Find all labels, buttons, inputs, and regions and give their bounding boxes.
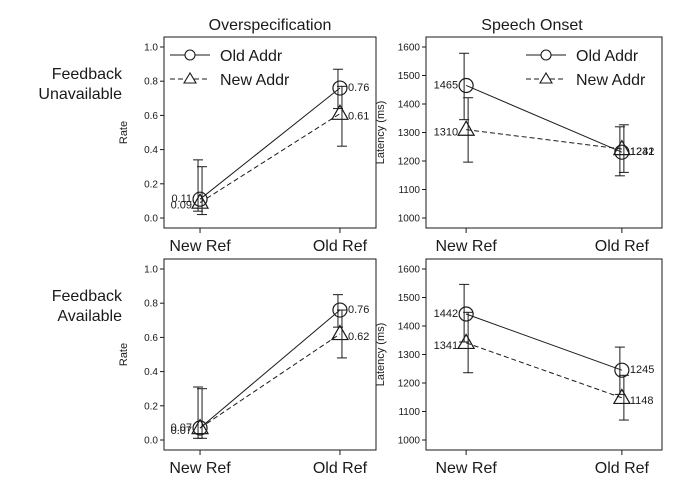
y-tick-label: 1000 <box>398 214 421 225</box>
y-tick-label: 1400 <box>398 322 421 333</box>
y-tick-label: 1600 <box>398 43 421 54</box>
y-axis-label: Latency (ms) <box>375 323 387 387</box>
data-label: 1310 <box>434 127 458 139</box>
column-title: Overspecification <box>209 17 332 34</box>
marker-circle <box>458 77 474 94</box>
y-tick-label: 0.0 <box>144 214 158 225</box>
marker-circle <box>332 80 348 96</box>
marker-triangle <box>330 104 349 120</box>
series-line <box>465 342 623 399</box>
data-label: 1231 <box>630 146 654 158</box>
series-line <box>199 113 341 204</box>
y-tick-label: 1500 <box>398 293 421 304</box>
marker-triangle <box>191 418 210 435</box>
marker-circle <box>458 306 474 322</box>
data-label: 0.61 <box>348 111 369 123</box>
marker-circle <box>614 362 630 378</box>
y-tick-label: 0.2 <box>144 401 158 412</box>
chart-panel: 1000 1100 1200 1300 1400 1500 1600 New Ref Old R… <box>375 36 663 255</box>
data-label: 0.07 <box>171 425 192 437</box>
chart-panel: 0.0 0.2 0.4 0.6 0.8 1.0 New Ref Old Ref Rate 0.11… <box>118 36 377 255</box>
data-label: 1245 <box>630 364 654 376</box>
row-label: Feedback <box>52 66 123 83</box>
data-label: 1242 <box>630 146 654 158</box>
y-tick-label: 1100 <box>398 407 420 418</box>
y-tick-label: 0.6 <box>144 111 158 122</box>
y-tick-label: 1000 <box>398 436 421 447</box>
x-tick-label: Old Ref <box>595 238 650 255</box>
legend-label: New Addr <box>220 72 290 89</box>
data-label: 1341 <box>434 340 458 352</box>
data-label: 0.07 <box>171 422 192 434</box>
y-axis-label: Latency (ms) <box>375 101 387 165</box>
legend-label: Old Addr <box>220 48 283 65</box>
series-line <box>199 309 341 429</box>
y-tick-label: 1100 <box>398 185 420 196</box>
y-tick-label: 0.8 <box>144 77 158 88</box>
column-title: Speech Onset <box>481 17 583 34</box>
row-label: Available <box>57 308 122 325</box>
y-tick-label: 0.2 <box>144 179 158 190</box>
y-tick-label: 1.0 <box>144 265 158 276</box>
series-line <box>466 129 622 150</box>
y-axis-label: Rate <box>118 343 130 366</box>
marker-triangle <box>612 388 631 405</box>
row-label: Feedback <box>52 288 123 305</box>
x-tick-label: Old Ref <box>313 460 368 477</box>
y-tick-label: 0.8 <box>144 299 158 310</box>
data-label: 0.09 <box>171 200 192 212</box>
row-label: Unavailable <box>38 86 122 103</box>
legend-marker-circle <box>184 49 196 61</box>
legend-label: Old Addr <box>576 48 639 65</box>
y-tick-label: 1200 <box>398 379 421 390</box>
y-tick-label: 1300 <box>398 350 421 361</box>
x-tick-label: New Ref <box>169 238 231 255</box>
x-tick-label: New Ref <box>435 238 497 255</box>
x-tick-label: New Ref <box>435 460 497 477</box>
chart-panel: 0.0 0.2 0.4 0.6 0.8 1.0 New Ref Old Ref Rate 0.07… <box>118 258 377 477</box>
data-label: 0.76 <box>348 304 369 316</box>
plot-frame <box>163 258 377 451</box>
plot-frame <box>425 258 663 451</box>
y-axis-label: Rate <box>118 121 130 144</box>
data-label: 0.11 <box>171 193 192 205</box>
y-tick-label: 1400 <box>398 100 421 111</box>
marker-triangle <box>457 333 476 350</box>
marker-triangle <box>457 120 476 136</box>
x-tick-label: New Ref <box>169 460 231 477</box>
marker-circle <box>192 420 208 436</box>
data-label: 0.62 <box>348 331 369 343</box>
y-tick-label: 0.0 <box>144 436 158 447</box>
y-tick-label: 0.6 <box>144 333 158 344</box>
y-tick-label: 1300 <box>398 128 421 139</box>
series-line <box>199 87 341 200</box>
data-label: 1465 <box>434 79 458 91</box>
data-label: 0.76 <box>348 82 369 94</box>
legend-label: New Addr <box>576 72 646 89</box>
legend-marker-triangle <box>539 71 553 84</box>
x-tick-label: Old Ref <box>313 238 368 255</box>
y-tick-label: 1200 <box>398 157 421 168</box>
series-line <box>465 85 623 153</box>
marker-triangle <box>612 139 631 156</box>
marker-triangle <box>191 193 210 209</box>
data-label: 1148 <box>630 395 654 407</box>
marker-circle <box>192 191 208 207</box>
plot-frame <box>163 36 377 229</box>
y-tick-label: 1600 <box>398 265 421 276</box>
series-line <box>465 313 623 371</box>
series-line <box>199 333 341 429</box>
y-tick-label: 0.4 <box>144 145 158 156</box>
data-label: 1442 <box>434 308 458 320</box>
legend-marker-circle <box>540 49 552 61</box>
legend-marker-triangle <box>183 71 197 84</box>
plot-frame <box>425 36 663 229</box>
y-tick-label: 1500 <box>398 71 421 82</box>
chart-panel: 1000 1100 1200 1300 1400 1500 1600 New Ref Old R… <box>375 258 663 477</box>
y-tick-label: 1.0 <box>144 43 158 54</box>
y-tick-label: 0.4 <box>144 367 158 378</box>
marker-triangle <box>330 324 349 341</box>
x-tick-label: Old Ref <box>595 460 650 477</box>
